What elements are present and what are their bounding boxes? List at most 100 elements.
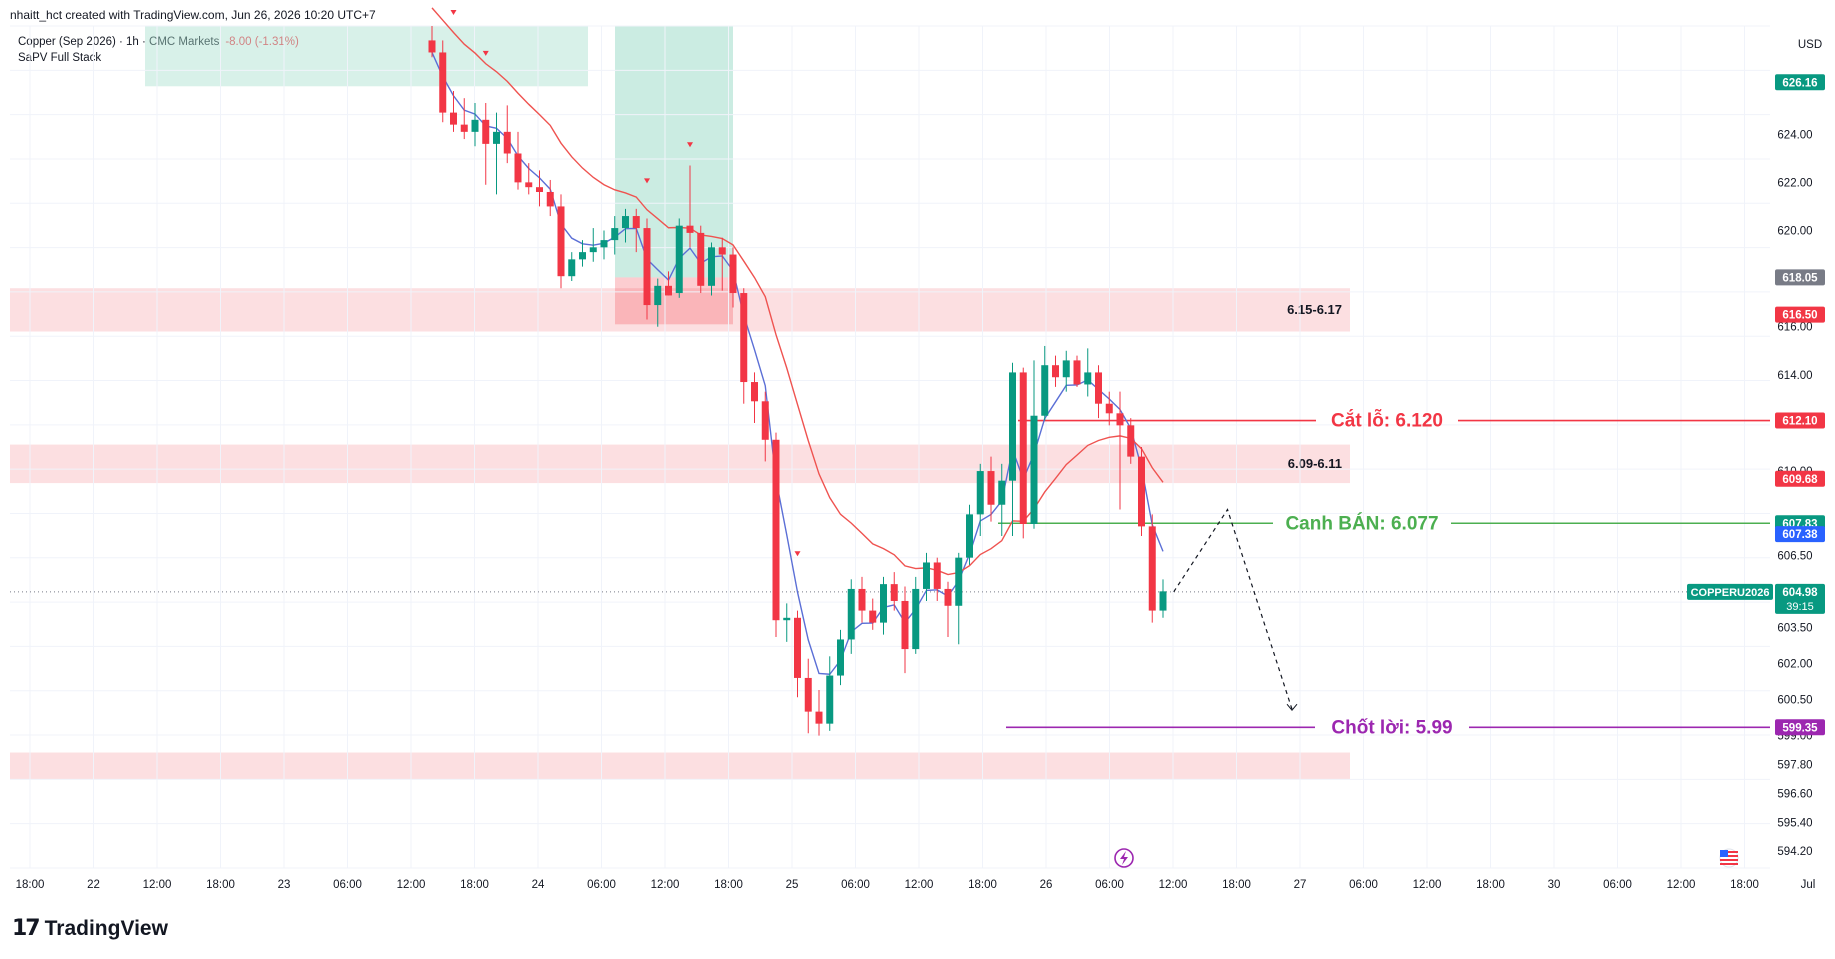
flag-stripe [1720,855,1738,857]
candle[interactable] [697,225,705,294]
candle[interactable] [428,26,436,58]
candle[interactable] [890,572,898,611]
candle-body [622,216,629,229]
candle[interactable] [804,658,812,734]
signal-marker-sell [450,9,457,15]
candle[interactable] [546,179,554,217]
candle[interactable] [772,432,780,638]
candle[interactable] [708,242,715,296]
level-label-target[interactable]: Chốt lời: 5.99 [1331,717,1452,738]
candle[interactable] [826,656,834,731]
candle[interactable] [987,456,995,522]
price-tick: 603.50 [1777,622,1812,634]
candle-body [536,187,543,192]
symbol-line[interactable]: Copper (Sep 2026) · 1h · CMC Markets -8.0… [18,34,299,50]
candle[interactable] [794,610,801,698]
candle[interactable] [729,247,737,308]
candle[interactable] [1062,350,1070,392]
candle[interactable] [514,131,522,190]
candle[interactable] [611,216,619,255]
candle[interactable] [439,40,447,123]
candle[interactable] [933,557,941,601]
chart-legend[interactable]: Copper (Sep 2026) · 1h · CMC Markets -8.0… [18,34,299,66]
candle[interactable] [450,90,457,132]
candle[interactable] [1148,514,1156,623]
supply-zone-2 [10,752,1350,779]
candle[interactable] [966,504,973,565]
candle[interactable] [1116,391,1124,510]
candle[interactable] [923,552,930,601]
candle[interactable] [568,252,576,282]
candle[interactable] [1095,365,1102,419]
candle[interactable] [912,576,920,654]
signal-marker-sell [794,551,801,557]
candle[interactable] [654,278,662,327]
candle[interactable] [1127,418,1135,464]
candle-body [815,711,823,724]
candle[interactable] [503,105,511,164]
candle[interactable] [643,218,651,320]
candle[interactable] [1019,367,1027,539]
us-flag-icon[interactable] [1719,848,1739,868]
candle[interactable] [901,586,909,674]
price-tick: 614.00 [1777,370,1812,382]
flag-canton [1720,850,1728,857]
candle[interactable] [837,629,844,686]
candle[interactable] [1084,348,1092,397]
candle[interactable] [1159,579,1167,618]
lightning-icon[interactable] [1114,848,1134,868]
projection-path [1173,508,1293,710]
candle[interactable] [847,579,855,654]
candle[interactable] [718,237,726,291]
level-label-entry[interactable]: Canh BÁN: 6.077 [1285,512,1438,534]
time-tick: 22 [87,879,100,891]
projection-arrow-head [1286,703,1298,712]
time-tick: 06:00 [1095,879,1124,891]
candle[interactable] [1041,345,1049,421]
candle[interactable] [880,576,887,635]
candle[interactable] [665,271,672,296]
level-label-stop[interactable]: Cắt lỗ: 6.120 [1331,410,1443,432]
indicator-name[interactable]: SaPV Full Stack [18,52,102,64]
signal-marker-sell [687,142,693,148]
candle[interactable] [1105,391,1113,426]
candle[interactable] [482,102,490,185]
candle[interactable] [493,112,500,195]
candle[interactable] [471,102,479,147]
candle[interactable] [858,576,866,623]
price-badge-text: 599.35 [1782,722,1818,734]
candle[interactable] [1052,355,1059,387]
candle[interactable] [600,230,608,260]
candle[interactable] [976,463,984,537]
candle[interactable] [622,208,629,243]
candle[interactable] [557,194,565,289]
candle[interactable] [783,603,791,642]
candle[interactable] [869,598,877,630]
candle[interactable] [761,391,769,462]
candle[interactable] [751,372,758,423]
candle[interactable] [815,689,823,736]
tradingview-logo[interactable]: 17 TradingView [12,916,168,941]
symbol-name[interactable]: Copper (Sep 2026) · 1h · CMC Markets [18,36,220,48]
candle[interactable] [1138,447,1145,537]
candle[interactable] [955,552,963,645]
candle[interactable] [536,170,543,207]
candle[interactable] [579,240,586,267]
candle[interactable] [998,463,1006,537]
candle[interactable] [740,288,748,404]
candle[interactable] [675,218,683,298]
candle[interactable] [460,98,468,140]
time-tick: 18:00 [1730,879,1759,891]
candle[interactable] [1030,360,1038,529]
candle[interactable] [525,163,533,195]
candle[interactable] [632,208,640,253]
candle-body [1030,415,1038,524]
candle-body [643,228,651,306]
candle[interactable] [1009,362,1016,537]
candle[interactable] [1073,355,1081,387]
candle-body [912,588,920,650]
candle[interactable] [944,581,952,638]
candle[interactable] [589,228,597,262]
candle[interactable] [686,165,694,248]
